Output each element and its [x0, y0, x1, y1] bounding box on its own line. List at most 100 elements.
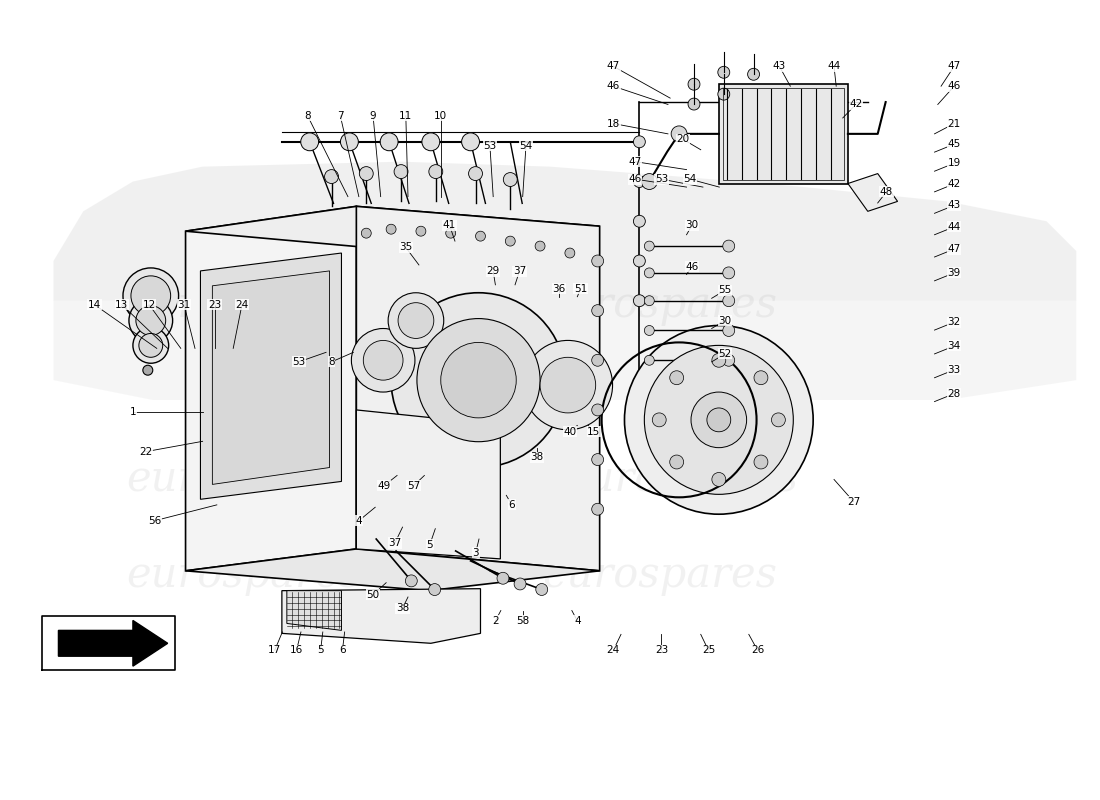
Polygon shape: [58, 621, 167, 666]
Circle shape: [723, 325, 735, 337]
Text: 43: 43: [773, 62, 786, 71]
Text: 47: 47: [607, 62, 620, 71]
Circle shape: [417, 318, 540, 442]
Text: eurospares: eurospares: [541, 284, 777, 326]
Circle shape: [771, 413, 785, 427]
Circle shape: [634, 255, 646, 267]
Circle shape: [361, 228, 372, 238]
Circle shape: [671, 126, 688, 142]
Text: 49: 49: [377, 481, 390, 490]
Circle shape: [723, 354, 735, 366]
Polygon shape: [282, 589, 481, 643]
Circle shape: [139, 334, 163, 358]
Circle shape: [446, 228, 455, 238]
Text: 8: 8: [305, 110, 311, 121]
Polygon shape: [54, 301, 1076, 400]
Circle shape: [712, 354, 726, 367]
Circle shape: [300, 133, 319, 150]
Text: 58: 58: [516, 616, 529, 626]
Text: eurospares: eurospares: [541, 554, 777, 596]
Text: 54: 54: [683, 174, 696, 184]
Text: 22: 22: [140, 446, 153, 457]
Circle shape: [143, 366, 153, 375]
Circle shape: [592, 454, 604, 466]
Text: 25: 25: [702, 646, 715, 655]
Text: 37: 37: [513, 266, 526, 276]
Text: 32: 32: [947, 317, 960, 327]
Polygon shape: [186, 549, 600, 590]
Circle shape: [398, 302, 433, 338]
Circle shape: [670, 455, 683, 469]
Circle shape: [422, 133, 440, 150]
Circle shape: [429, 584, 441, 595]
Polygon shape: [200, 253, 341, 499]
Circle shape: [524, 341, 613, 430]
Text: 7: 7: [337, 110, 343, 121]
Circle shape: [497, 572, 509, 584]
Circle shape: [360, 166, 373, 181]
Text: 57: 57: [407, 481, 420, 490]
Circle shape: [748, 68, 759, 80]
Text: 35: 35: [399, 242, 412, 253]
Text: 3: 3: [472, 547, 478, 558]
Text: 52: 52: [718, 349, 732, 359]
Circle shape: [514, 578, 526, 590]
Text: 5: 5: [317, 646, 323, 655]
Text: 26: 26: [751, 646, 764, 655]
Text: 30: 30: [718, 315, 732, 326]
Text: 38: 38: [396, 603, 409, 613]
Text: 5: 5: [427, 539, 433, 550]
Text: 54: 54: [519, 141, 532, 150]
Circle shape: [324, 170, 339, 183]
Text: 18: 18: [607, 118, 620, 129]
Text: 33: 33: [947, 365, 960, 375]
Circle shape: [504, 173, 517, 186]
Text: 30: 30: [685, 220, 698, 230]
Text: 56: 56: [147, 516, 162, 526]
Text: 16: 16: [290, 646, 304, 655]
Circle shape: [634, 175, 646, 187]
Circle shape: [136, 306, 166, 335]
Text: 15: 15: [587, 426, 601, 437]
Circle shape: [592, 305, 604, 317]
Polygon shape: [212, 271, 330, 485]
Circle shape: [634, 215, 646, 227]
Circle shape: [712, 473, 726, 486]
Circle shape: [723, 294, 735, 306]
Text: 53: 53: [654, 174, 668, 184]
Circle shape: [592, 404, 604, 416]
Text: 4: 4: [574, 616, 581, 626]
Text: 46: 46: [685, 262, 698, 271]
Circle shape: [381, 133, 398, 150]
Circle shape: [565, 248, 575, 258]
Text: 37: 37: [388, 538, 401, 548]
Text: eurospares: eurospares: [126, 458, 362, 501]
Text: 23: 23: [654, 646, 668, 655]
Circle shape: [351, 329, 415, 392]
Text: 28: 28: [947, 389, 960, 398]
Text: 55: 55: [718, 286, 732, 295]
Circle shape: [652, 413, 667, 427]
Circle shape: [462, 133, 480, 150]
Circle shape: [754, 455, 768, 469]
Circle shape: [645, 355, 654, 366]
Polygon shape: [287, 590, 341, 630]
Circle shape: [429, 165, 442, 178]
Text: 41: 41: [443, 220, 456, 230]
Circle shape: [341, 133, 359, 150]
Circle shape: [441, 342, 516, 418]
Circle shape: [670, 370, 683, 385]
Polygon shape: [54, 162, 1076, 301]
Circle shape: [406, 575, 417, 587]
Text: 24: 24: [235, 300, 249, 310]
Circle shape: [723, 267, 735, 279]
Bar: [723, 88, 844, 179]
Circle shape: [535, 241, 544, 251]
Text: 51: 51: [574, 284, 587, 294]
Circle shape: [691, 392, 747, 448]
Text: 42: 42: [849, 99, 862, 110]
Text: eurospares: eurospares: [126, 284, 362, 326]
Circle shape: [469, 166, 483, 181]
Text: 46: 46: [947, 81, 960, 91]
Circle shape: [123, 268, 178, 323]
